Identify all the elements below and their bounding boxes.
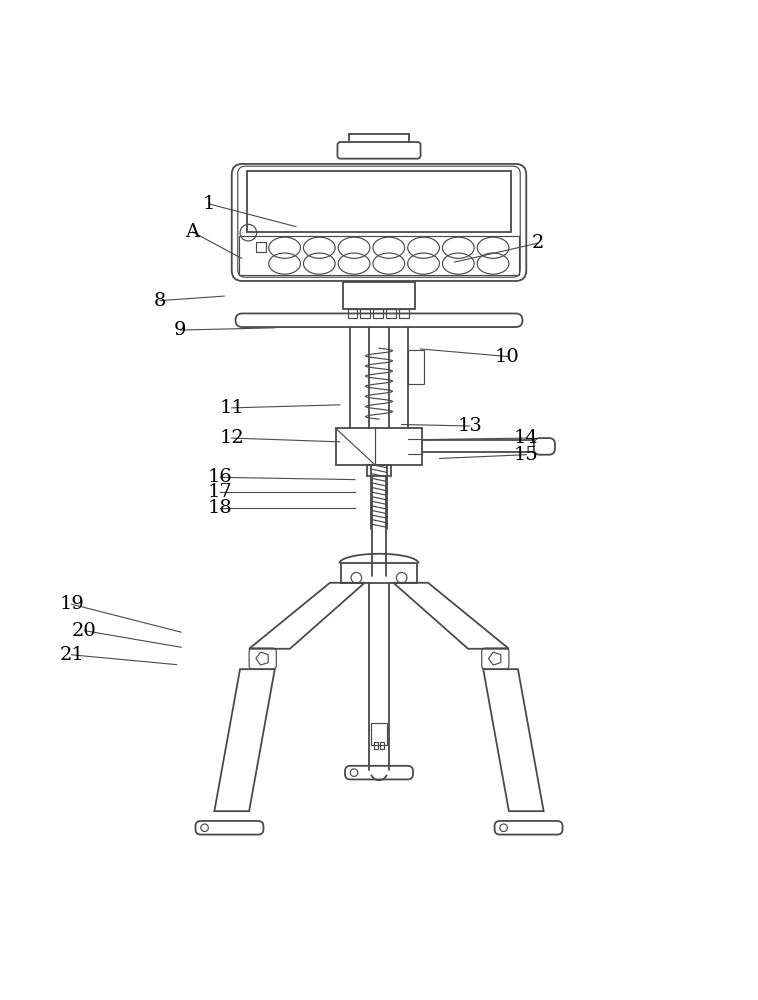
Text: 14: 14 [514, 429, 539, 447]
Text: 20: 20 [72, 622, 97, 640]
Bar [371, 723, 387, 745]
Text: 16: 16 [208, 468, 233, 486]
Bar [336, 428, 422, 465]
Text: 13: 13 [457, 417, 482, 435]
Bar [374, 742, 378, 749]
Text: 11: 11 [219, 399, 244, 417]
Bar [380, 742, 384, 749]
Text: 1: 1 [203, 195, 215, 213]
Text: 17: 17 [208, 483, 233, 501]
Bar [240, 236, 518, 275]
Bar [256, 242, 267, 252]
Bar [374, 309, 383, 318]
Text: 8: 8 [154, 292, 166, 310]
Text: 2: 2 [531, 234, 543, 252]
Text: 10: 10 [495, 348, 520, 366]
Text: 21: 21 [59, 646, 84, 664]
Bar [341, 563, 417, 583]
Bar [386, 309, 396, 318]
Bar [247, 171, 511, 232]
Text: 18: 18 [208, 499, 233, 517]
Bar [408, 350, 424, 384]
Text: 19: 19 [59, 595, 84, 613]
Text: 12: 12 [219, 429, 244, 447]
Bar [343, 282, 415, 309]
Bar [348, 309, 358, 318]
Text: 15: 15 [514, 446, 539, 464]
Text: 9: 9 [174, 321, 186, 339]
Bar [399, 309, 409, 318]
Bar [367, 465, 391, 476]
Text: A: A [186, 223, 199, 241]
Bar [361, 309, 371, 318]
